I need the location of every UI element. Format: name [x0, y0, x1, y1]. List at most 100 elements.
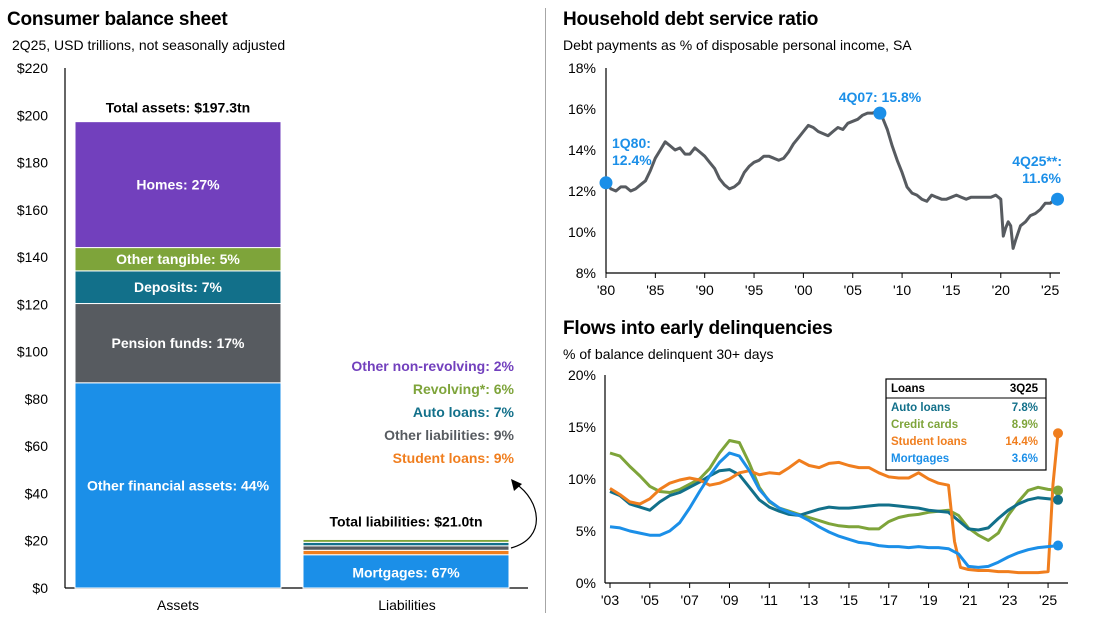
dsr-x-tick-label: '15	[942, 282, 960, 298]
dsr-annotation-label: 12.4%	[612, 152, 652, 168]
liabilities-segment	[302, 549, 510, 556]
legend-table-label: Credit cards	[891, 419, 958, 431]
dsr-y-tick-label: 14%	[568, 142, 596, 158]
dsr-annotation-label: 11.6%	[1022, 170, 1061, 186]
dsr-y-tick-label: 10%	[568, 224, 596, 240]
delinq-x-tick-label: '17	[880, 592, 898, 608]
balance-category-label: Assets	[157, 597, 199, 613]
legend-table-value: 7.8%	[1012, 402, 1038, 414]
legend-table-header: Loans	[891, 383, 925, 395]
assets-segment	[74, 303, 282, 384]
dsr-x-tick-label: '90	[696, 282, 714, 298]
dsr-x-tick-label: '25	[1041, 282, 1059, 298]
assets-segment	[74, 121, 282, 249]
delinq-x-tick-label: '19	[919, 592, 937, 608]
legend-table-label: Mortgages	[891, 453, 949, 465]
legend-table-value: 14.4%	[1005, 436, 1038, 448]
balance-y-tick-label: $120	[17, 296, 48, 312]
delinq-endpoint-marker	[1053, 494, 1064, 505]
debt-service-subtitle: Debt payments as % of disposable persona…	[563, 37, 912, 53]
balance-sheet-subtitle: 2Q25, USD trillions, not seasonally adju…	[12, 37, 286, 53]
delinquencies-title: Flows into early delinquencies	[563, 318, 833, 339]
debt-service-title: Household debt service ratio	[563, 9, 819, 30]
balance-category-label: Liabilities	[378, 597, 436, 613]
dsr-x-tick-label: '05	[844, 282, 862, 298]
delinq-x-tick-label: '09	[720, 592, 738, 608]
balance-y-tick-label: $20	[25, 533, 49, 549]
delinq-series-line	[609, 439, 1059, 542]
legend-table-value: 3.6%	[1012, 453, 1038, 465]
delinquencies-subtitle: % of balance delinquent 30+ days	[563, 346, 774, 362]
delinq-x-tick-label: '15	[840, 592, 858, 608]
delinq-series-line	[609, 451, 1059, 569]
legend-table-box	[885, 378, 1047, 471]
balance-y-tick-label: $100	[17, 344, 48, 360]
balance-y-tick-label: $200	[17, 107, 48, 123]
liabilities-total-label: Total liabilities: $21.0tn	[329, 513, 482, 529]
assets-segment-label: Homes: 27%	[136, 177, 220, 193]
balance-y-tick-label: $60	[25, 438, 49, 454]
delinq-endpoint-marker	[1053, 485, 1064, 496]
liabilities-segment-label: Mortgages: 67%	[352, 564, 460, 580]
assets-segment-label: Pension funds: 17%	[111, 335, 245, 351]
delinq-endpoint-marker	[1053, 540, 1064, 551]
balance-y-tick-label: $40	[25, 485, 49, 501]
delinq-x-tick-label: '21	[959, 592, 977, 608]
panel-divider	[545, 8, 546, 613]
dsr-x-tick-label: '95	[745, 282, 763, 298]
liabilities-arrow	[510, 483, 537, 549]
dsr-annotation-marker	[873, 106, 887, 120]
dsr-x-tick-label: '00	[794, 282, 812, 298]
delinq-x-tick-label: '13	[800, 592, 818, 608]
legend-table-value: 8.9%	[1012, 419, 1038, 431]
balance-y-tick-label: $80	[25, 391, 49, 407]
dsr-x-tick-label: '10	[893, 282, 911, 298]
dsr-annotation-label: 4Q07: 15.8%	[839, 89, 922, 105]
dsr-annotation-label: 4Q25**:	[1012, 153, 1062, 169]
delinq-y-tick-label: 0%	[576, 575, 596, 591]
liabilities-breakdown-label: Student loans: 9%	[393, 450, 515, 466]
liabilities-breakdown-label: Revolving*: 6%	[413, 381, 515, 397]
assets-segment-label: Deposits: 7%	[134, 279, 222, 295]
delinq-x-tick-label: '25	[1039, 592, 1057, 608]
dsr-y-tick-label: 18%	[568, 60, 596, 76]
delinq-y-tick-label: 10%	[568, 471, 596, 487]
assets-segment-label: Other tangible: 5%	[116, 251, 240, 267]
delinq-y-tick-label: 20%	[568, 367, 596, 383]
delinq-series-line	[609, 468, 1059, 532]
dsr-x-tick-label: '20	[992, 282, 1010, 298]
delinq-x-tick-label: '23	[999, 592, 1017, 608]
dsr-annotation-label: 1Q80:	[612, 135, 651, 151]
balance-y-tick-label: $180	[17, 155, 48, 171]
legend-table-label: Student loans	[891, 436, 967, 448]
liabilities-segment	[302, 541, 510, 547]
assets-segment	[74, 382, 282, 589]
balance-sheet-title: Consumer balance sheet	[7, 9, 228, 30]
delinq-y-tick-label: 5%	[576, 523, 596, 539]
delinq-x-tick-label: '07	[681, 592, 699, 608]
legend-table-label: Auto loans	[891, 402, 950, 414]
delinq-y-tick-label: 15%	[568, 419, 596, 435]
liabilities-breakdown-label: Auto loans: 7%	[413, 404, 515, 420]
dsr-annotation-marker	[1051, 192, 1065, 206]
dsr-x-tick-label: '80	[597, 282, 615, 298]
assets-segment	[74, 270, 282, 305]
liabilities-breakdown-label: Other non-revolving: 2%	[351, 358, 514, 374]
liabilities-segment	[302, 537, 510, 540]
balance-y-tick-label: $140	[17, 249, 48, 265]
assets-total-label: Total assets: $197.3tn	[106, 100, 250, 116]
dsr-y-tick-label: 12%	[568, 183, 596, 199]
delinq-x-tick-label: '03	[601, 592, 619, 608]
dsr-y-tick-label: 8%	[576, 265, 596, 281]
dsr-y-tick-label: 16%	[568, 101, 596, 117]
assets-segment-label: Other financial assets: 44%	[87, 477, 270, 493]
liabilities-segment	[302, 545, 510, 551]
dsr-annotation-marker	[599, 176, 613, 190]
balance-y-tick-label: $220	[17, 60, 48, 76]
liabilities-arrow-head	[511, 479, 522, 491]
delinq-endpoint-marker	[1053, 428, 1064, 439]
delinq-series-line	[609, 433, 1060, 575]
legend-table-header: 3Q25	[1010, 383, 1039, 395]
balance-y-tick-label: $160	[17, 202, 48, 218]
